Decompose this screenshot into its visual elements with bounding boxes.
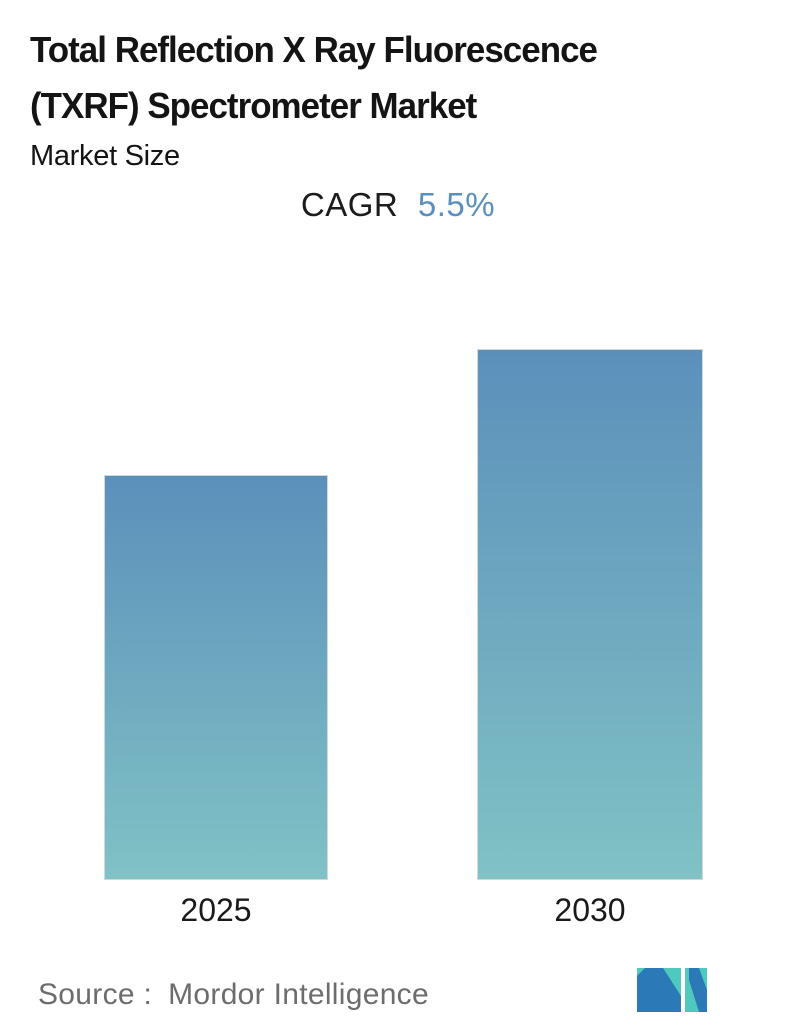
page-title: Total Reflection X Ray Fluorescence (TXR… bbox=[30, 22, 770, 134]
mordor-intelligence-logo bbox=[637, 968, 707, 1012]
page-title-line1: Total Reflection X Ray Fluorescence bbox=[30, 29, 598, 70]
page-title-line2: (TXRF) Spectrometer Market bbox=[30, 85, 477, 126]
source-attribution: Source : Mordor Intelligence bbox=[38, 978, 429, 1012]
bar-chart bbox=[0, 349, 796, 880]
cagr-annotation: CAGR 5.5% bbox=[0, 186, 796, 224]
cagr-value: 5.5% bbox=[417, 186, 496, 223]
source-value: Mordor Intelligence bbox=[168, 978, 429, 1011]
bar-2025 bbox=[104, 475, 328, 880]
chart-subtitle: Market Size bbox=[30, 140, 180, 172]
x-axis-label-2030: 2030 bbox=[554, 892, 626, 928]
logo-left-mark bbox=[637, 968, 681, 1012]
cagr-label: CAGR bbox=[300, 186, 399, 223]
x-axis-label-2025: 2025 bbox=[180, 892, 252, 928]
source-label: Source : bbox=[38, 978, 153, 1011]
bar-2030 bbox=[477, 349, 703, 880]
logo-right-mark bbox=[685, 968, 707, 1012]
